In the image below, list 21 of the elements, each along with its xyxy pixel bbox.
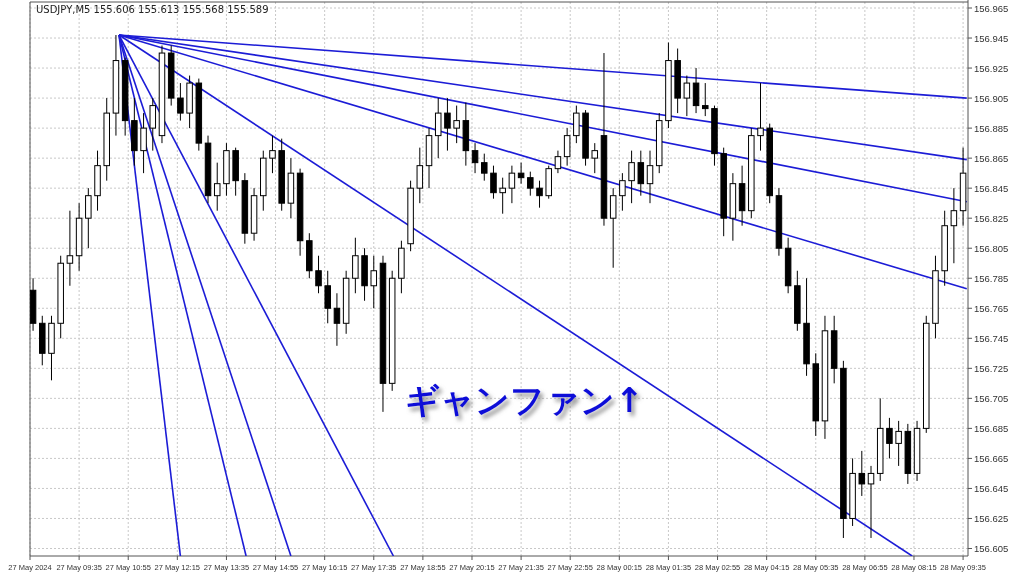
chart-title: USDJPY,M5 155.606 155.613 155.568 155.589 xyxy=(36,4,269,15)
y-tick-label: 156.825 xyxy=(974,212,1009,224)
y-tick-label: 156.785 xyxy=(974,272,1009,284)
y-tick-label: 156.725 xyxy=(974,362,1009,374)
y-tick-label: 156.845 xyxy=(974,182,1009,194)
y-tick-label: 156.925 xyxy=(974,62,1009,74)
y-tick-label: 156.885 xyxy=(974,122,1009,134)
y-tick-label: 156.605 xyxy=(974,542,1009,554)
y-tick-label: 156.965 xyxy=(974,2,1009,14)
y-tick-label: 156.805 xyxy=(974,242,1009,254)
y-tick-label: 156.665 xyxy=(974,452,1009,464)
annotation: ギャンファン↑ xyxy=(405,379,644,420)
y-tick-label: 156.705 xyxy=(974,392,1009,404)
y-tick-label: 156.625 xyxy=(974,512,1009,524)
y-tick-label: 156.745 xyxy=(974,332,1009,344)
y-tick-label: 156.765 xyxy=(974,302,1009,314)
y-tick-label: 156.865 xyxy=(974,152,1009,164)
y-tick-label: 156.945 xyxy=(974,32,1009,44)
y-tick-label: 156.685 xyxy=(974,422,1009,434)
y-tick-label: 156.905 xyxy=(974,92,1009,104)
y-tick-label: 156.645 xyxy=(974,482,1009,494)
